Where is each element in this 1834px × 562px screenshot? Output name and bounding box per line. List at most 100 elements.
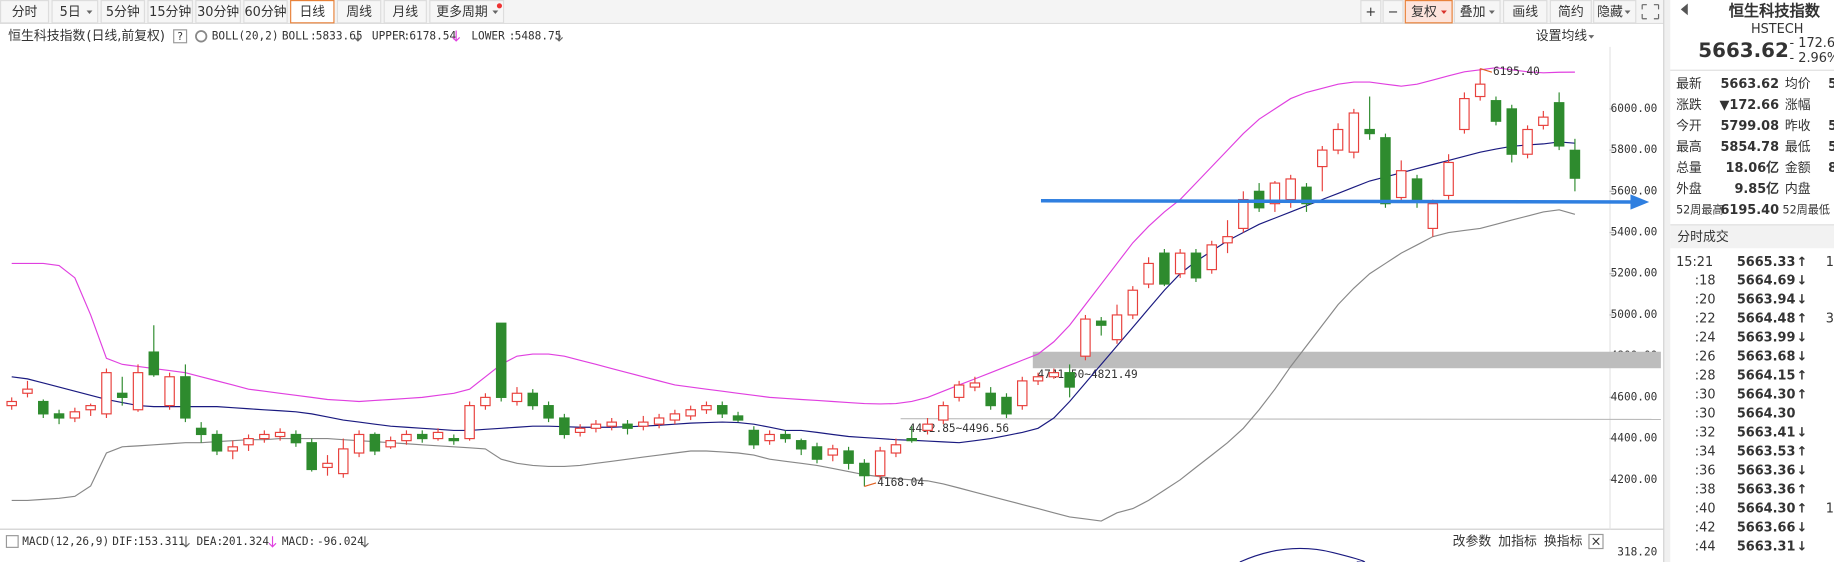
macd-button[interactable]: 加指标 [1498, 535, 1537, 550]
tool-button[interactable] [1453, 0, 1501, 24]
candle-body [211, 433, 223, 452]
tool-label[interactable]: − [1388, 5, 1399, 20]
tool-label[interactable]: 复权 [1411, 4, 1437, 20]
candle-body [1190, 252, 1202, 279]
macd-toggle[interactable] [5, 535, 19, 548]
quote-value: 5663.62 [1720, 77, 1779, 92]
period-button[interactable] [336, 0, 382, 24]
collapse-arrow[interactable] [1680, 3, 1688, 16]
period-label[interactable]: 更多周期 [436, 5, 487, 20]
trade-time: :44 [1695, 539, 1716, 554]
macd-close-box[interactable] [1588, 533, 1604, 550]
trade-arrow: ↓ [1797, 425, 1808, 440]
candle-body [1427, 203, 1439, 229]
candle-body [38, 400, 49, 415]
help-mark[interactable]: ? [177, 31, 183, 43]
tool-label[interactable]: 叠加 [1460, 5, 1486, 20]
candle-body [1553, 102, 1565, 147]
period-button[interactable] [0, 0, 50, 24]
macd-close[interactable]: × [1591, 535, 1602, 550]
period-label[interactable]: 60分钟 [244, 4, 286, 20]
band-label: 4741.50~4821.49 [1037, 368, 1137, 381]
trades-title: 分时成交 [1677, 229, 1729, 245]
candle-body [243, 438, 254, 446]
period-label[interactable]: 分时 [12, 5, 38, 20]
period-button[interactable] [195, 0, 241, 24]
y-tick-label: 5000.00 [1611, 308, 1658, 321]
candle-body [716, 405, 728, 415]
quote-code: HSTECH [1751, 22, 1803, 37]
candle-body [938, 405, 949, 421]
candle-body [1443, 161, 1454, 197]
candle-body [69, 411, 81, 419]
macd-button[interactable]: 换指标 [1544, 535, 1583, 550]
fullscreen-icon[interactable] [1641, 4, 1660, 20]
period-label[interactable]: 5分钟 [106, 4, 140, 20]
notice-dot [496, 3, 503, 9]
tool-label[interactable]: + [1365, 5, 1376, 20]
tool-button[interactable] [1502, 0, 1548, 24]
period-label[interactable]: 5日 [60, 5, 81, 20]
candle-body [306, 442, 317, 471]
tool-button[interactable] [1549, 0, 1592, 24]
period-button[interactable] [51, 0, 99, 24]
legend-name: BOLL [282, 29, 309, 42]
tool-button[interactable] [1404, 0, 1453, 24]
candle-body [432, 431, 444, 440]
quote-label: 最新 [1676, 76, 1702, 92]
candle-body [701, 405, 712, 411]
settings-button[interactable]: 设置均线 [1536, 29, 1588, 44]
period-button[interactable] [243, 0, 288, 24]
tool-button[interactable] [1360, 0, 1382, 24]
period-button[interactable] [147, 0, 193, 24]
tool-label[interactable]: 隐藏 [1597, 5, 1623, 20]
y-tick-label: 5200.00 [1611, 267, 1658, 280]
legend-colon: : [404, 29, 411, 42]
trade-price: 5663.68 [1737, 350, 1796, 365]
period-button[interactable] [429, 0, 505, 24]
trade-time: :18 [1695, 274, 1716, 289]
settings-gear[interactable] [195, 30, 208, 43]
period-button[interactable] [290, 0, 335, 24]
drawn-arrow [1040, 199, 1632, 204]
tool-label[interactable]: 画线 [1512, 5, 1538, 20]
period-label[interactable]: 月线 [392, 5, 418, 20]
trade-arrow: ↓ [1797, 293, 1808, 308]
annotation-label: 4168.04 [877, 476, 924, 489]
y-tick-label: 4600.00 [1611, 390, 1658, 403]
candle-body [906, 438, 918, 442]
period-label[interactable]: 日线 [299, 5, 325, 20]
period-label[interactable]: 15分钟 [149, 4, 191, 20]
tool-label[interactable]: 简约 [1558, 5, 1584, 20]
tool-button[interactable] [1382, 0, 1404, 24]
macd-button[interactable]: 改参数 [1453, 534, 1492, 550]
indicator-name: BOLL(20,2) [212, 29, 279, 42]
trade-time: :30 [1695, 407, 1716, 422]
candle-body [890, 444, 902, 454]
dropdown-caret [492, 10, 499, 15]
trade-time: :36 [1695, 463, 1716, 478]
candle-body [85, 405, 96, 411]
help-box[interactable] [173, 29, 188, 44]
candle-body [1332, 128, 1344, 151]
quote-label: 52周最低 [1783, 204, 1830, 217]
y-tick-label: 5800.00 [1611, 143, 1658, 156]
macd-name: DEA: [196, 535, 223, 548]
candle-body [1506, 108, 1518, 155]
dropdown-caret [1624, 10, 1631, 15]
period-label[interactable]: 30分钟 [197, 4, 239, 20]
period-label[interactable]: 周线 [346, 5, 372, 20]
tool-button[interactable] [1593, 0, 1637, 24]
trade-time: :30 [1695, 388, 1716, 403]
candle-body [22, 388, 33, 394]
period-button[interactable] [383, 0, 427, 24]
period-button[interactable] [100, 0, 146, 24]
candle-body [811, 446, 823, 460]
quote-value: 18.06亿 [1726, 160, 1780, 176]
candle-body [1111, 314, 1123, 341]
trend-arrow [452, 30, 461, 42]
trade-price: 5663.41 [1737, 425, 1796, 440]
candle-body [685, 409, 696, 417]
trade-price: 5664.48 [1737, 312, 1796, 327]
